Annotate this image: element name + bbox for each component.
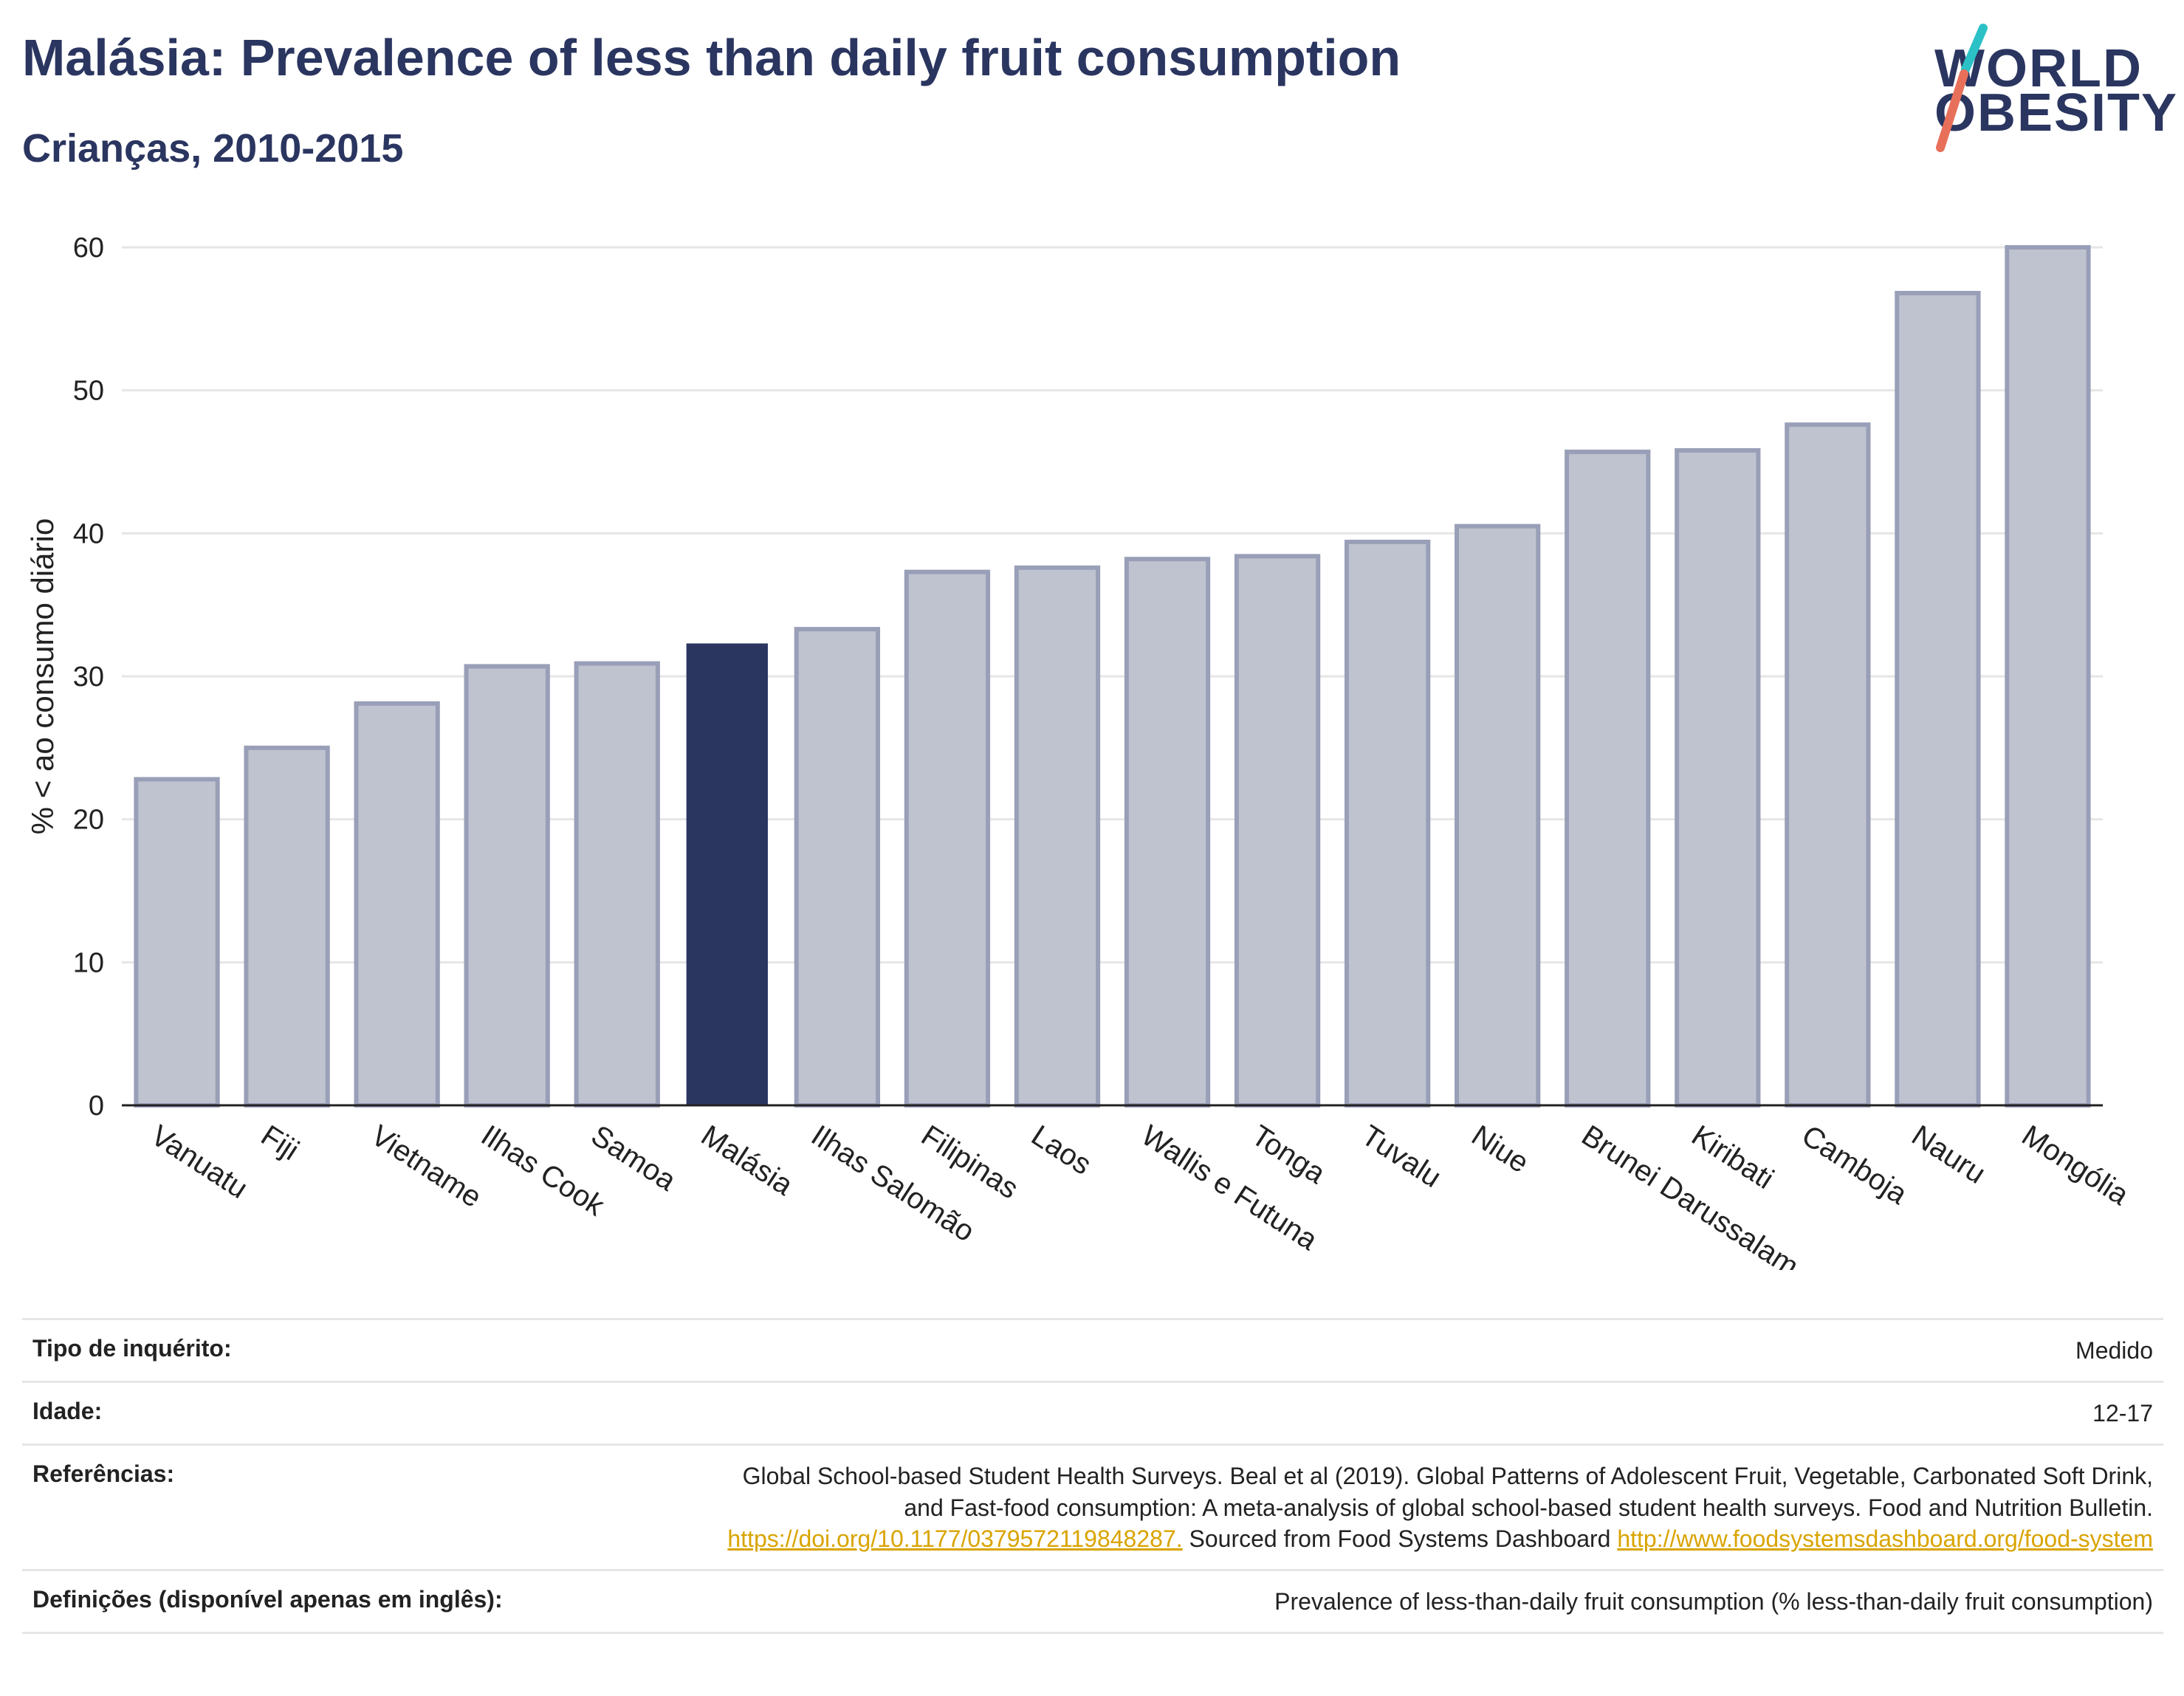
x-tick-label: Ilhas Cook (475, 1119, 611, 1223)
y-tick-label: 0 (89, 1091, 104, 1122)
x-tick-label: Vietname (365, 1119, 487, 1215)
bar (1344, 539, 1431, 1108)
bar (574, 661, 660, 1108)
bar (2005, 245, 2091, 1108)
bar (1455, 523, 1541, 1108)
references-text-1: Global School-based Student Health Surve… (742, 1463, 2153, 1490)
bar (904, 569, 991, 1108)
page-title: Malásia: Prevalence of less than daily f… (22, 29, 1401, 86)
y-axis-title: % < ao consumo diário (25, 518, 60, 834)
bar (1895, 290, 1981, 1108)
food-systems-dashboard-link[interactable]: http://www.foodsystemsdashboard.org/food… (1617, 1525, 2153, 1552)
bar (244, 745, 330, 1108)
bar (354, 701, 440, 1108)
bar (1014, 565, 1101, 1108)
y-tick-label: 40 (73, 518, 104, 549)
references-text-2: and Fast-food consumption: A meta-analys… (904, 1494, 2153, 1521)
x-tick-label: Malásia (696, 1119, 799, 1202)
bar (1234, 554, 1321, 1108)
bar (1675, 448, 1761, 1108)
survey-type-value: Medido (2075, 1337, 2153, 1364)
x-tick-label: Niue (1466, 1119, 1534, 1180)
doi-link[interactable]: https://doi.org/10.1177/0379572119848287… (727, 1525, 1183, 1552)
y-tick-label: 10 (73, 947, 104, 978)
y-tick-label: 60 (73, 233, 104, 264)
x-tick-label: Tonga (1246, 1119, 1331, 1191)
meta-row-age: Idade: 12-17 (22, 1381, 2163, 1443)
logo-line-2: OBESITY (1934, 83, 2179, 143)
metadata-table: Tipo de inquérito: Medido Idade: 12-17 R… (22, 1318, 2163, 1635)
y-tick-label: 50 (73, 376, 104, 407)
references-value: Global School-based Student Health Surve… (727, 1460, 2153, 1554)
x-tick-label: Laos (1026, 1119, 1097, 1181)
bar (1785, 422, 1871, 1108)
meta-row-definitions: Definições (disponível apenas em inglês)… (22, 1569, 2163, 1635)
bar (1124, 557, 1211, 1108)
x-tick-label: Samoa (586, 1119, 682, 1198)
definitions-label: Definições (disponível apenas em inglês)… (32, 1586, 503, 1613)
x-tick-label: Mongólia (2016, 1119, 2135, 1212)
x-tick-label: Vanuatu (145, 1119, 253, 1205)
bar-chart: 0 10 20 30 40 50 60 % < ao consumo diário Vanuat… (25, 233, 2135, 1270)
logo-slash-icon (1936, 24, 1988, 152)
survey-type-label: Tipo de inquérito: (32, 1335, 232, 1362)
x-tick-label: Nauru (1906, 1119, 1991, 1190)
x-tick-label: Fiji (255, 1119, 305, 1167)
y-tick-label: 30 (73, 662, 104, 693)
x-tick-label: Kiribati (1686, 1119, 1779, 1195)
age-label: Idade: (32, 1398, 103, 1425)
references-label: Referências: (32, 1460, 175, 1488)
world-obesity-logo[interactable]: WORLD OBESITY (1920, 22, 2177, 155)
meta-row-references: Referências: Global School-based Student… (22, 1443, 2163, 1569)
bar (794, 627, 881, 1108)
references-text-3: Sourced from Food Systems Dashboard (1182, 1525, 1618, 1552)
bar (1565, 449, 1651, 1108)
age-value: 12-17 (2092, 1400, 2153, 1427)
page-subtitle: Crianças, 2010-2015 (22, 126, 404, 171)
meta-row-survey-type: Tipo de inquérito: Medido (22, 1318, 2163, 1381)
bar-highlighted (686, 643, 768, 1105)
x-tick-label: Tuvalu (1356, 1119, 1446, 1194)
definitions-value: Prevalence of less-than-daily fruit cons… (1274, 1588, 2153, 1616)
x-tick-label: Camboja (1796, 1119, 1913, 1211)
bar (134, 777, 220, 1108)
y-tick-label: 20 (73, 805, 104, 836)
bar (464, 664, 550, 1108)
